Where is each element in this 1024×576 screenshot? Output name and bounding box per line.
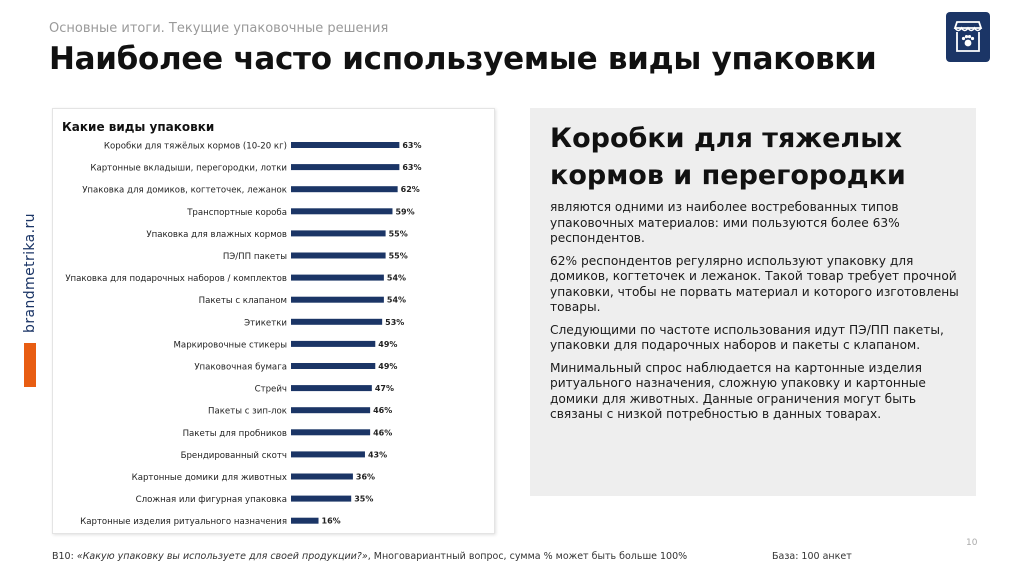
panel-heading: Коробки для тяжелых кормов и перегородки	[550, 123, 906, 191]
bar-13	[291, 407, 371, 414]
category-label-7: Упаковка для подарочных наборов / компле…	[65, 274, 287, 284]
category-label-11: Упаковочная бумага	[194, 363, 287, 373]
bar-15	[291, 451, 365, 458]
value-label-11: 49%	[378, 362, 397, 371]
category-label-6: ПЭ/ПП пакеты	[223, 252, 287, 262]
value-label-15: 43%	[368, 450, 387, 459]
value-label-13: 46%	[373, 406, 392, 415]
sample-base: База: 100 анкет	[772, 551, 852, 562]
panel-paragraph-3: Следующими по частоте использования идут…	[550, 322, 944, 353]
value-label-17: 35%	[354, 495, 373, 504]
category-label-4: Транспортные короба	[186, 208, 287, 218]
bar-5	[291, 230, 386, 237]
bar-7	[291, 274, 384, 281]
brand-url: brandmetrika.ru	[22, 212, 38, 333]
panel-body: являются одними из наиболее востребованн…	[550, 200, 968, 430]
value-label-10: 49%	[378, 340, 397, 349]
summary-panel: Коробки для тяжелых кормов и перегородки…	[530, 108, 976, 496]
category-label-9: Этикетки	[244, 318, 287, 328]
category-label-14: Пакеты для пробников	[183, 429, 287, 439]
value-label-2: 63%	[402, 163, 421, 172]
chart-title: Какие виды упаковки	[62, 120, 214, 134]
bar-18	[291, 517, 319, 524]
category-label-2: Картонные вкладыши, перегородки, лотки	[90, 164, 287, 174]
category-label-18: Картонные изделия ритуального назначения	[80, 517, 287, 527]
category-label-13: Пакеты с зип-лок	[208, 407, 287, 417]
bar-1	[291, 142, 400, 148]
category-label-16: Картонные домики для животных	[132, 473, 287, 483]
category-label-5: Упаковка для влажных кормов	[146, 230, 287, 240]
category-label-12: Стрейч	[255, 385, 287, 395]
category-label-15: Брендированный скотч	[181, 451, 287, 461]
value-label-1: 63%	[402, 141, 421, 150]
category-label-10: Маркировочные стикеры	[174, 340, 288, 350]
footnote-question: «Какую упаковку вы используете для своей…	[76, 551, 368, 562]
value-label-12: 47%	[375, 384, 394, 393]
bar-6	[291, 252, 386, 259]
value-label-9: 53%	[385, 318, 404, 327]
chart-card: Какие виды упаковки Коробки для тяжёлых …	[52, 108, 495, 534]
footnote-suffix: , Многовариантный вопрос, сумма % может …	[367, 551, 688, 562]
category-label-3: Упаковка для домиков, когтеточек, лежано…	[82, 186, 287, 196]
category-label-8: Пакеты с клапаном	[199, 296, 287, 306]
storefront-paw-icon	[946, 12, 990, 62]
panel-paragraph-1: являются одними из наиболее востребованн…	[550, 200, 900, 245]
bar-9	[291, 318, 383, 325]
bar-8	[291, 296, 384, 303]
bar-17	[291, 495, 352, 502]
page-number: 10	[966, 538, 978, 548]
bar-3	[291, 186, 398, 193]
panel-paragraph-2: 62% респондентов регулярно используют уп…	[550, 253, 959, 315]
value-label-14: 46%	[373, 428, 392, 437]
footnote-prefix: B10:	[52, 551, 77, 562]
slide-subtitle: Основные итоги. Текущие упаковочные реше…	[49, 21, 389, 36]
value-label-18: 16%	[322, 517, 341, 526]
question-footnote: B10: «Какую упаковку вы используете для …	[52, 551, 687, 562]
slide-title: Наиболее часто используемые виды упаковк…	[49, 41, 877, 77]
panel-paragraph-4: Минимальный спрос наблюдается на картонн…	[550, 360, 926, 422]
value-label-3: 62%	[401, 185, 420, 194]
category-label-17: Сложная или фигурная упаковка	[136, 495, 287, 505]
bar-12	[291, 385, 372, 392]
value-label-4: 59%	[395, 207, 414, 216]
value-label-5: 55%	[389, 229, 408, 238]
bar-10	[291, 340, 376, 347]
bar-4	[291, 208, 393, 215]
bar-chart: Какие виды упаковки Коробки для тяжёлых …	[62, 120, 422, 527]
value-label-7: 54%	[387, 274, 406, 283]
side-accent-bar	[24, 343, 36, 387]
bar-16	[291, 473, 353, 480]
bar-11	[291, 363, 376, 369]
bar-2	[291, 164, 400, 171]
category-label-1: Коробки для тяжёлых кормов (10-20 кг)	[104, 142, 287, 152]
bar-14	[291, 429, 371, 436]
side-brand: brandmetrika.ru	[20, 205, 40, 340]
value-label-16: 36%	[356, 473, 375, 482]
value-label-6: 55%	[389, 252, 408, 261]
value-label-8: 54%	[387, 296, 406, 305]
